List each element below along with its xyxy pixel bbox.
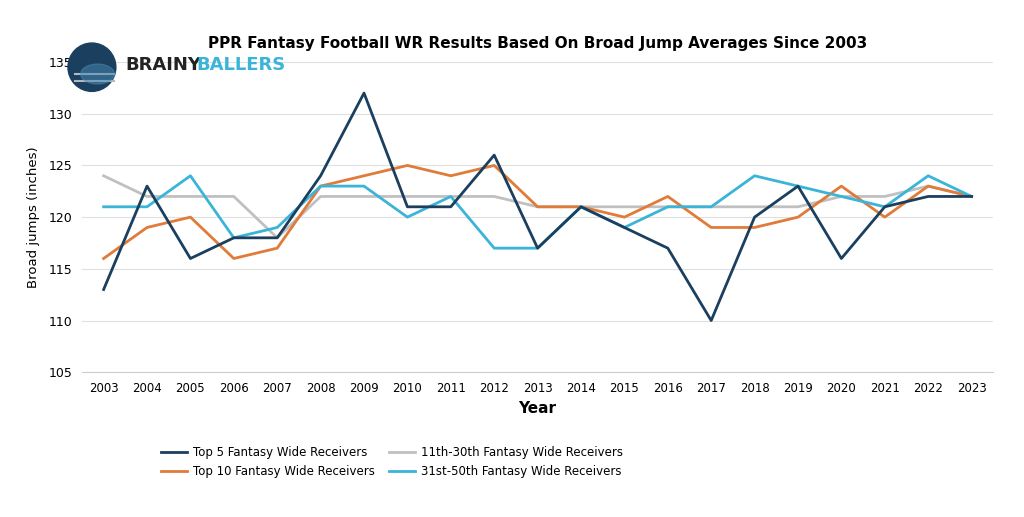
X-axis label: Year: Year	[518, 401, 557, 416]
Ellipse shape	[68, 43, 116, 92]
Text: BRAINY: BRAINY	[125, 56, 201, 73]
Text: BALLERS: BALLERS	[197, 56, 286, 73]
Title: PPR Fantasy Football WR Results Based On Broad Jump Averages Since 2003: PPR Fantasy Football WR Results Based On…	[208, 36, 867, 51]
Y-axis label: Broad jumps (inches): Broad jumps (inches)	[27, 146, 40, 288]
Ellipse shape	[81, 64, 115, 84]
Legend: Top 5 Fantasy Wide Receivers, Top 10 Fantasy Wide Receivers, 11th-30th Fantasy W: Top 5 Fantasy Wide Receivers, Top 10 Fan…	[161, 446, 623, 478]
